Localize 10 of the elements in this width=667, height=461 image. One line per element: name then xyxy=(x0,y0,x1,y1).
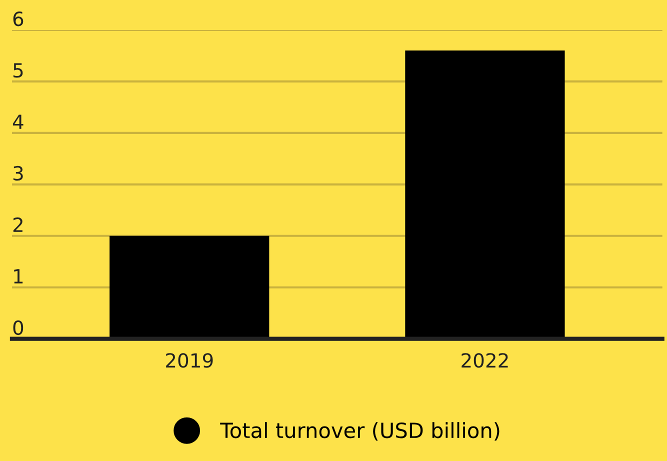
y-tick-label: 3 xyxy=(13,166,23,181)
y-tick-label: 5 xyxy=(14,63,23,78)
y-tick-label: 6 xyxy=(13,11,24,26)
legend-label: Total turnover (USD billion) xyxy=(220,422,500,441)
y-tick-label: 1 xyxy=(14,269,23,284)
y-tick-label: 2 xyxy=(13,217,22,232)
x-tick-label: 2019 xyxy=(166,353,213,368)
x-tick-label: 2022 xyxy=(462,353,508,368)
y-tick-label: 4 xyxy=(12,114,24,129)
y-tick-label: 0 xyxy=(13,320,24,336)
